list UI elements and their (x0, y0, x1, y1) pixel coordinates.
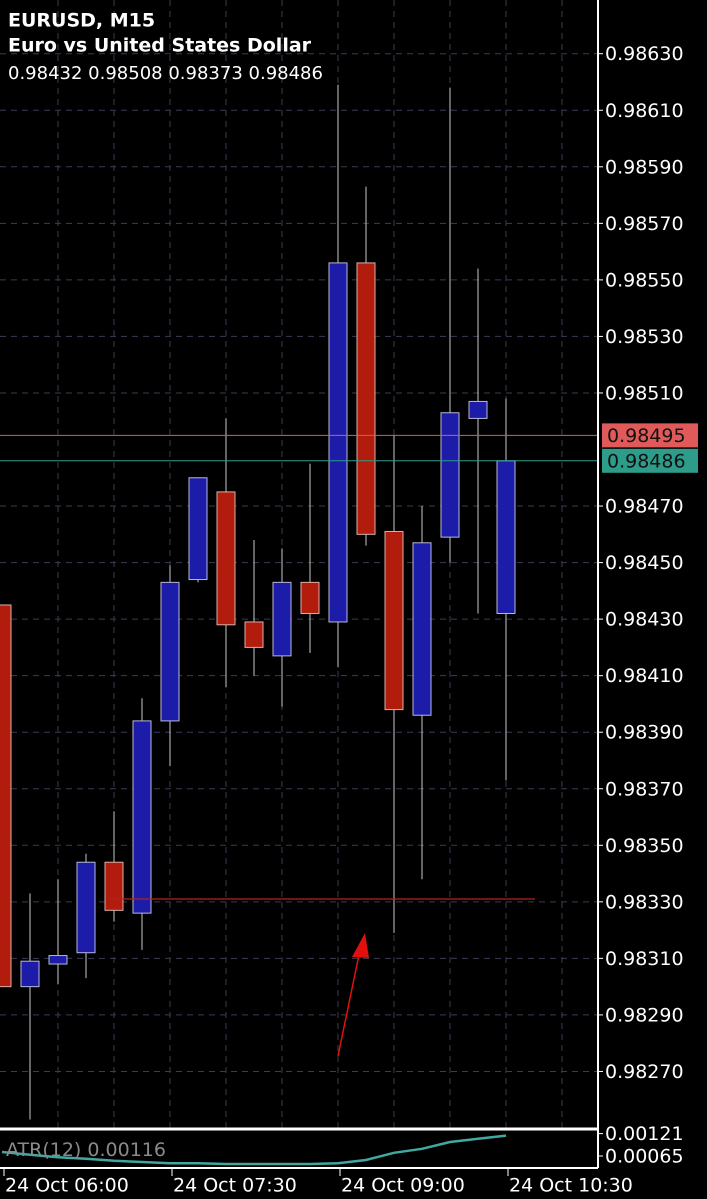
bid-label: 0.98486 (607, 450, 686, 472)
y-tick-label: 0.98350 (605, 835, 684, 857)
candle-body (104, 861, 124, 911)
arrow-shaft (337, 949, 361, 1057)
candle-body (132, 720, 152, 914)
x-tick-label: 24 Oct 06:00 (5, 1175, 129, 1197)
bid-label-bg (602, 448, 698, 473)
y-tick-label: 0.98450 (605, 552, 684, 574)
candle-body (76, 861, 96, 954)
y-tick-label: 0.98610 (605, 100, 684, 122)
marks-layer (0, 84, 598, 1166)
indicator-value: 0.00116 (87, 1139, 166, 1161)
candle-body (384, 530, 404, 711)
ohlc-line: 0.98432 0.98508 0.98373 0.98486 (8, 63, 323, 84)
arrow-annotation (337, 933, 369, 1057)
candle-body (496, 460, 516, 614)
indicator-label: ATR(12) 0.00116 (6, 1139, 166, 1161)
ohlc-high: 0.98508 (88, 63, 162, 84)
candle-body (216, 491, 236, 626)
x-tick-label: 24 Oct 09:00 (341, 1175, 465, 1197)
candle-body (0, 604, 12, 988)
candle-body (356, 262, 376, 535)
y-tick-label: 0.98550 (605, 269, 684, 291)
x-tick-label: 24 Oct 07:30 (173, 1175, 297, 1197)
candle-body (244, 621, 264, 648)
y-tick-label: 0.98590 (605, 156, 684, 178)
y-tick-label: 0.98390 (605, 722, 684, 744)
ask-label: 0.98495 (607, 425, 686, 447)
y-tick-label: 0.98430 (605, 609, 684, 631)
candle-body (300, 581, 320, 614)
indicator-line (1, 1134, 507, 1166)
indicator-name: ATR(12) (6, 1139, 81, 1161)
y-tick-label: 0.98310 (605, 948, 684, 970)
candle-body (272, 581, 292, 657)
x-tick-label: 24 Oct 10:30 (509, 1175, 633, 1197)
ohlc-low: 0.98373 (168, 63, 242, 84)
candle-body (412, 542, 432, 716)
ask-label-bg (602, 423, 698, 448)
chart-subtitle: Euro vs United States Dollar (8, 35, 312, 57)
y-tick-label: 0.98330 (605, 891, 684, 913)
indicator-y-tick-label: 0.00065 (605, 1146, 684, 1168)
chart-title: EURUSD, M15 (8, 10, 155, 32)
candle-body (20, 960, 40, 988)
y-tick-label: 0.98570 (605, 213, 684, 235)
y-tick-label: 0.98470 (605, 496, 684, 518)
y-tick-label: 0.98270 (605, 1061, 684, 1083)
y-tick-label: 0.98370 (605, 778, 684, 800)
ohlc-open: 0.98432 (8, 63, 82, 84)
y-tick-label: 0.98290 (605, 1004, 684, 1026)
y-tick-label: 0.98530 (605, 326, 684, 348)
ohlc-close: 0.98486 (249, 63, 323, 84)
y-tick-label: 0.98410 (605, 665, 684, 687)
y-tick-label: 0.98630 (605, 43, 684, 65)
candle-body (188, 477, 208, 581)
candle-body (440, 412, 460, 538)
candle-body (48, 955, 68, 965)
arrow-head (352, 933, 369, 958)
candle-body (468, 400, 488, 419)
candle-body (160, 581, 180, 722)
candle-body (328, 262, 348, 623)
y-tick-label: 0.98510 (605, 382, 684, 404)
indicator-y-tick-label: 0.00121 (605, 1123, 684, 1145)
